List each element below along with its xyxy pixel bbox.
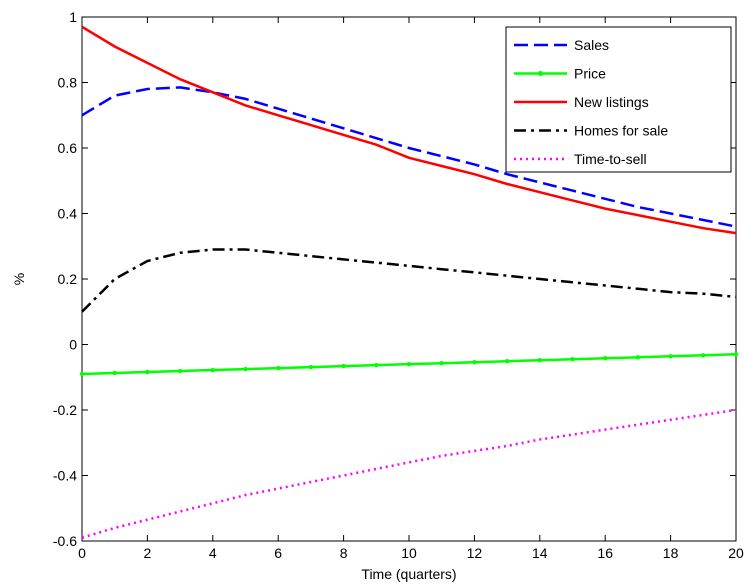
- series-point-1: [439, 360, 444, 366]
- series-point-1: [177, 368, 183, 374]
- series-point-1: [308, 364, 314, 370]
- series-point-1: [145, 369, 150, 375]
- series-point-1: [210, 367, 215, 373]
- y-tick-label: -0.4: [53, 468, 77, 484]
- y-tick-label: 0: [69, 337, 77, 353]
- x-tick-label: 12: [467, 545, 483, 561]
- x-tick-label: 10: [401, 545, 417, 561]
- y-tick-label: -0.6: [53, 533, 77, 549]
- x-tick-label: 6: [274, 545, 282, 561]
- legend-label: New listings: [574, 94, 649, 110]
- series-point-1: [341, 363, 346, 369]
- axis-ticks: 0 2 4 6 8 10 12 14 16 18 20 -0.6 -0.4 -0.2 0 0.2 0.4 0.6 0…: [53, 9, 744, 561]
- x-tick-label: 2: [144, 545, 152, 561]
- series-point-1: [701, 353, 706, 358]
- legend-box: [505, 26, 732, 173]
- series-point-1: [276, 365, 281, 371]
- series-point-1: [570, 357, 575, 362]
- y-tick-label: 0.6: [58, 140, 78, 156]
- y-tick-label: -0.2: [53, 402, 77, 418]
- x-tick-label: 20: [728, 545, 744, 561]
- series-point-1: [406, 361, 412, 367]
- series-point-1: [733, 352, 739, 357]
- x-tick-label: 18: [663, 545, 679, 561]
- y-tick-label: 0.2: [58, 271, 78, 287]
- y-tick-label: 1: [69, 9, 77, 25]
- series-point-1: [243, 366, 248, 372]
- series-point-1: [603, 356, 608, 361]
- series-line-0: [81, 86, 737, 228]
- series-point-1: [472, 359, 477, 365]
- legend-marker: [538, 71, 543, 76]
- legend-label: Time-to-sell: [574, 151, 647, 167]
- x-tick-label: 14: [532, 545, 548, 561]
- series-point-1: [668, 354, 673, 359]
- series-point-1: [504, 359, 510, 364]
- legend: Sales Price New listings Homes for sale Time…: [505, 26, 732, 173]
- legend-label: Sales: [574, 37, 609, 53]
- x-tick-label: 4: [209, 545, 217, 561]
- series-layer: [79, 25, 739, 539]
- series-point-1: [537, 358, 542, 363]
- y-tick-label: 0.8: [58, 75, 78, 91]
- series-point-1: [635, 355, 641, 360]
- series-point-1: [374, 362, 379, 368]
- series-line-2: [81, 25, 737, 235]
- y-axis-label: %: [11, 273, 27, 285]
- series-line-3: [81, 248, 737, 313]
- y-tick-label: 0.4: [58, 206, 78, 222]
- legend-label: Homes for sale: [574, 123, 668, 139]
- x-axis-label: Time (quarters): [361, 566, 456, 582]
- x-tick-label: 0: [78, 545, 86, 561]
- x-tick-label: 8: [340, 545, 348, 561]
- legend-label: Price: [574, 66, 606, 82]
- x-tick-label: 16: [597, 545, 613, 561]
- series-point-1: [112, 370, 117, 376]
- series-point-1: [79, 371, 85, 377]
